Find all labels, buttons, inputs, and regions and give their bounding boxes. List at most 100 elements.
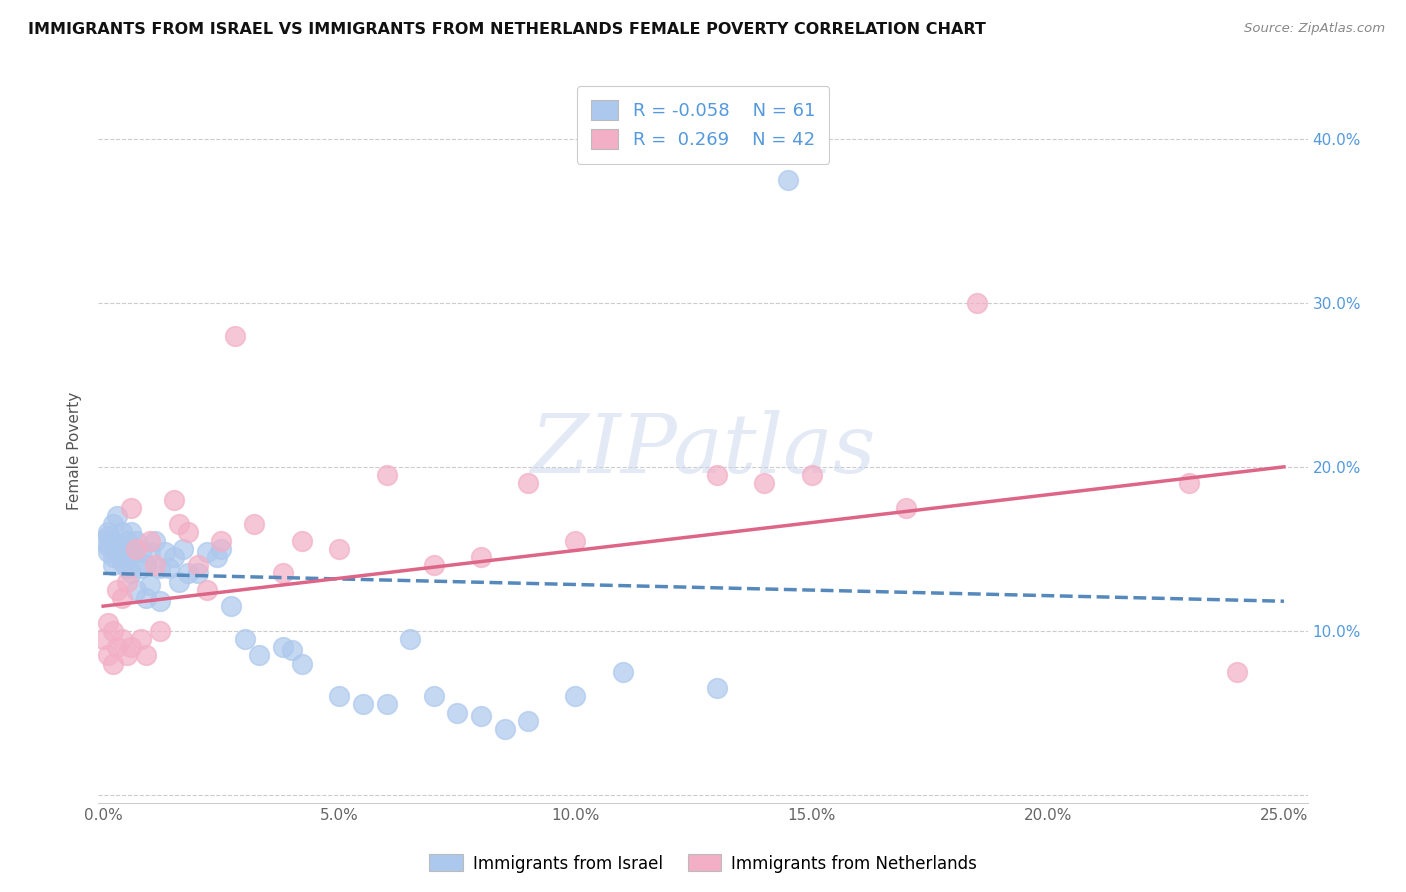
Point — [129, 545, 152, 559]
Point — [121, 640, 143, 654]
Point — [399, 632, 422, 646]
Point — [97, 615, 120, 630]
Point — [375, 698, 398, 712]
Point — [129, 561, 152, 575]
Point — [281, 643, 304, 657]
Point — [143, 533, 166, 548]
Point — [894, 500, 917, 515]
Point — [139, 533, 162, 548]
Point — [195, 545, 218, 559]
Point — [167, 517, 190, 532]
Point — [446, 706, 468, 720]
Y-axis label: Female Poverty: Female Poverty — [67, 392, 83, 509]
Point — [111, 591, 134, 605]
Point — [247, 648, 270, 663]
Point — [105, 545, 128, 559]
Text: IMMIGRANTS FROM ISRAEL VS IMMIGRANTS FROM NETHERLANDS FEMALE POVERTY CORRELATION: IMMIGRANTS FROM ISRAEL VS IMMIGRANTS FRO… — [28, 22, 986, 37]
Point — [135, 648, 157, 663]
Point — [111, 632, 134, 646]
Point — [101, 533, 124, 548]
Point — [167, 574, 190, 589]
Point — [1178, 476, 1201, 491]
Point — [115, 648, 138, 663]
Point — [224, 328, 246, 343]
Point — [125, 541, 148, 556]
Point — [97, 545, 120, 559]
Text: Source: ZipAtlas.com: Source: ZipAtlas.com — [1244, 22, 1385, 36]
Point — [517, 476, 540, 491]
Point — [121, 525, 143, 540]
Point — [149, 624, 172, 638]
Point — [139, 578, 162, 592]
Point — [101, 549, 124, 564]
Point — [111, 555, 134, 569]
Point — [470, 549, 492, 564]
Point — [423, 558, 446, 573]
Point — [115, 533, 138, 548]
Point — [172, 541, 194, 556]
Point — [776, 173, 799, 187]
Point — [375, 468, 398, 483]
Point — [271, 566, 294, 581]
Point — [233, 632, 256, 646]
Point — [205, 549, 228, 564]
Point — [157, 561, 180, 575]
Point — [328, 541, 350, 556]
Point — [1226, 665, 1249, 679]
Point — [111, 545, 134, 559]
Point — [149, 594, 172, 608]
Point — [612, 665, 634, 679]
Point — [129, 632, 152, 646]
Point — [187, 566, 209, 581]
Point — [91, 632, 114, 646]
Point — [101, 558, 124, 573]
Point — [115, 561, 138, 575]
Point — [121, 500, 143, 515]
Point — [115, 574, 138, 589]
Point — [800, 468, 823, 483]
Point — [139, 545, 162, 559]
Point — [966, 296, 988, 310]
Point — [328, 690, 350, 704]
Point — [105, 508, 128, 523]
Point — [564, 690, 586, 704]
Point — [564, 533, 586, 548]
Point — [754, 476, 776, 491]
Point — [290, 657, 312, 671]
Point — [115, 549, 138, 564]
Point — [243, 517, 266, 532]
Point — [101, 624, 124, 638]
Point — [125, 533, 148, 548]
Point — [97, 525, 120, 540]
Point — [271, 640, 294, 654]
Point — [111, 525, 134, 540]
Point — [105, 640, 128, 654]
Point — [352, 698, 374, 712]
Text: ZIPatlas: ZIPatlas — [530, 410, 876, 491]
Point — [97, 648, 120, 663]
Point — [153, 545, 176, 559]
Point — [105, 539, 128, 553]
Point — [177, 566, 200, 581]
Point — [101, 517, 124, 532]
Point — [163, 549, 186, 564]
Point — [91, 533, 114, 548]
Point — [706, 681, 728, 695]
Point — [423, 690, 446, 704]
Point — [105, 582, 128, 597]
Point — [209, 541, 232, 556]
Point — [121, 545, 143, 559]
Point — [101, 657, 124, 671]
Point — [517, 714, 540, 728]
Point — [97, 539, 120, 553]
Point — [706, 468, 728, 483]
Point — [177, 525, 200, 540]
Legend: R = -0.058    N = 61, R =  0.269    N = 42: R = -0.058 N = 61, R = 0.269 N = 42 — [576, 86, 830, 164]
Point — [149, 561, 172, 575]
Point — [143, 558, 166, 573]
Point — [494, 722, 516, 736]
Point — [163, 492, 186, 507]
Point — [470, 709, 492, 723]
Point — [97, 529, 120, 543]
Point — [135, 591, 157, 605]
